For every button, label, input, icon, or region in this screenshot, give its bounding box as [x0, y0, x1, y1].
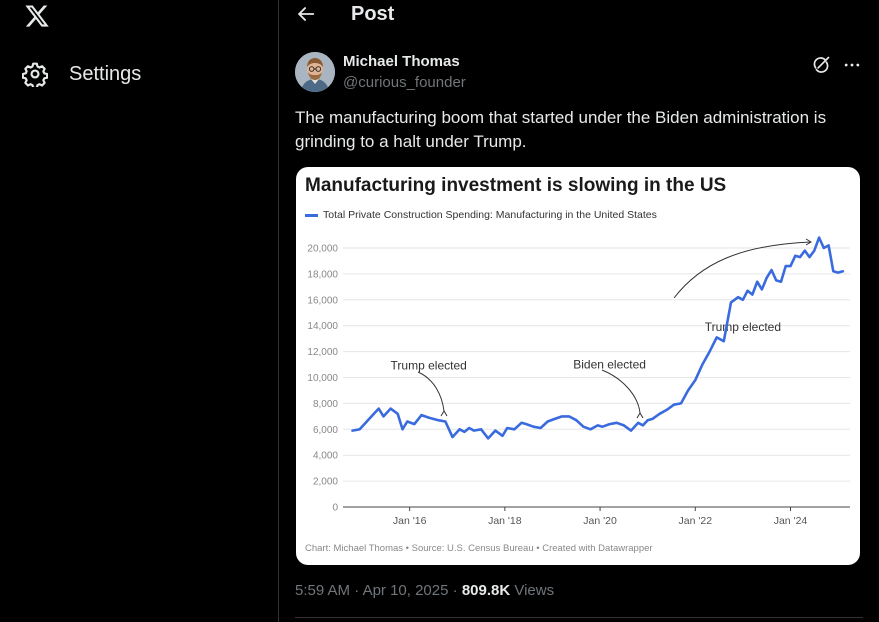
annotation-label: Trump elected [705, 320, 781, 334]
chart-grid [343, 247, 850, 508]
y-axis-labels: 0 2,000 4,000 6,000 8,000 10,000 12,000 14,000 1… [307, 244, 338, 514]
sidebar-item-settings[interactable]: Settings [22, 58, 141, 90]
chart-footnote: Chart: Michael Thomas • Source: U.S. Cen… [305, 543, 653, 554]
x-tick-label: Jan '18 [488, 515, 522, 527]
x-tick-label: Jan '20 [583, 515, 617, 527]
annotation-label: Trump elected [391, 359, 467, 373]
author-name[interactable]: Michael Thomas [343, 53, 460, 70]
x-axis-labels: Jan '16 Jan '18 Jan '20 Jan '22 Jan '24 [393, 515, 808, 527]
series-line [351, 236, 845, 440]
annotation-arrow [601, 369, 641, 414]
post-time[interactable]: 5:59 AM [295, 582, 351, 599]
author-handle[interactable]: @curious_founder [343, 74, 466, 91]
post-media-chart[interactable]: Manufacturing investment is slowing in t… [296, 167, 860, 565]
post-meta: 5:59 AM · Apr 10, 2025 · 809.8K Views [295, 582, 554, 599]
post-text: The manufacturing boom that started unde… [295, 108, 827, 151]
y-tick-label: 12,000 [307, 347, 338, 358]
post-date[interactable]: Apr 10, 2025 [362, 582, 449, 599]
column-divider [278, 0, 279, 622]
x-tick-label: Jan '24 [774, 515, 808, 527]
y-tick-label: 20,000 [307, 244, 338, 255]
meta-separator: · [452, 582, 458, 599]
x-tick-label: Jan '22 [679, 515, 713, 527]
page-title: Post [351, 3, 395, 25]
annotation-arrow [417, 371, 445, 412]
annotation-arrowhead [805, 238, 812, 246]
x-logo-icon[interactable] [24, 3, 50, 29]
annotation-label: Biden elected [573, 357, 646, 371]
annotation-arrowhead [440, 410, 448, 417]
avatar-image [295, 52, 335, 92]
grok-icon[interactable] [811, 55, 831, 75]
y-tick-label: 4,000 [313, 451, 338, 462]
y-tick-label: 18,000 [307, 269, 338, 280]
meta-separator: · [354, 582, 360, 599]
back-arrow-icon[interactable] [295, 3, 317, 25]
sidebar-item-label: Settings [69, 62, 142, 85]
views-label: Views [514, 582, 555, 599]
post-column: Post Michael Thomas @curious_founder The… [279, 0, 879, 622]
sidebar: Settings [0, 0, 278, 622]
chart-series [351, 236, 845, 440]
chart-annotations: Trump elected Biden elected Trump elected [391, 238, 812, 419]
y-tick-label: 6,000 [313, 425, 338, 436]
y-tick-label: 2,000 [313, 477, 338, 488]
annotation-arrowhead [636, 412, 644, 419]
y-tick-label: 0 [332, 503, 338, 514]
y-tick-label: 16,000 [307, 295, 338, 306]
y-tick-label: 14,000 [307, 321, 338, 332]
chart-title: Manufacturing investment is slowing in t… [305, 175, 727, 196]
chart-legend: Total Private Construction Spending: Man… [305, 209, 657, 221]
y-tick-label: 10,000 [307, 373, 338, 384]
chart-plot: 0 2,000 4,000 6,000 8,000 10,000 12,000 14,000 1… [307, 236, 850, 527]
gear-icon [22, 62, 48, 87]
x-tick-label: Jan '16 [393, 515, 427, 527]
divider [295, 617, 863, 618]
y-tick-label: 8,000 [313, 399, 338, 410]
more-options-icon[interactable] [842, 55, 862, 75]
views-count: 809.8K [461, 582, 511, 599]
legend-swatch [305, 213, 318, 217]
annotation-arrow [673, 241, 812, 299]
avatar[interactable] [295, 52, 335, 92]
x-axis-ticks [409, 507, 791, 511]
legend-label: Total Private Construction Spending: Man… [323, 209, 657, 221]
